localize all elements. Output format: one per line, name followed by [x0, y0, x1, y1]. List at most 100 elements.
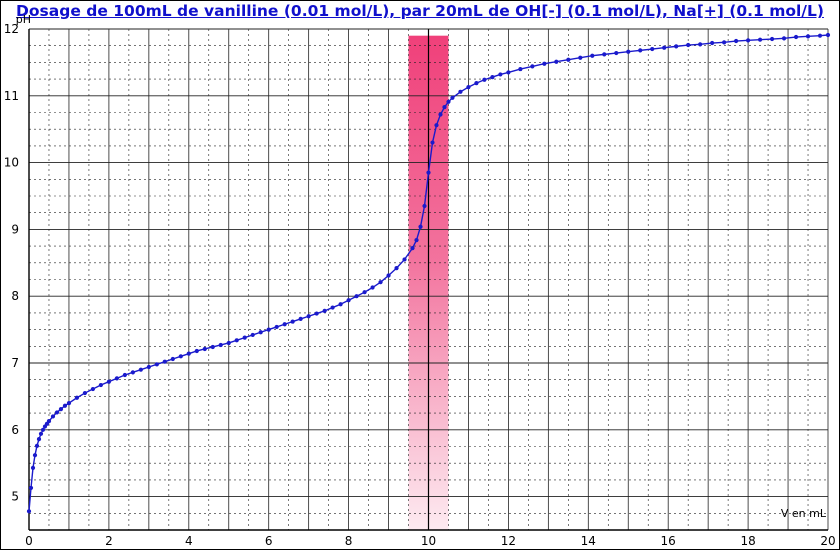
data-point [62, 403, 68, 408]
data-point [722, 40, 727, 45]
data-point [686, 42, 691, 48]
data-point [458, 89, 463, 94]
data-point [542, 61, 547, 66]
data-point [98, 382, 104, 388]
data-point [410, 246, 415, 251]
data-point [825, 32, 831, 38]
data-point [710, 40, 715, 46]
y-axis-label: pH [16, 13, 31, 26]
data-point [138, 367, 143, 372]
data-point [106, 379, 111, 384]
x-tick-label: 0 [25, 534, 33, 548]
data-point [250, 332, 255, 338]
x-tick-label: 6 [265, 534, 273, 548]
data-point [242, 335, 247, 340]
data-point [226, 340, 231, 346]
y-tick-label: 8 [11, 289, 19, 303]
data-point [769, 36, 775, 42]
data-point [566, 57, 571, 62]
x-tick-label: 12 [501, 534, 516, 548]
data-point [346, 298, 351, 303]
data-point [518, 66, 523, 72]
data-point [394, 266, 399, 271]
x-tick-label: 10 [421, 534, 436, 548]
data-point [446, 99, 451, 104]
x-tick-label: 16 [661, 534, 676, 548]
data-point [178, 354, 183, 359]
data-point [162, 359, 167, 364]
data-point [30, 465, 36, 470]
data-point [418, 224, 423, 229]
data-point [805, 34, 811, 39]
data-point [38, 431, 44, 436]
y-tick-label: 10 [4, 156, 19, 170]
data-point [506, 70, 511, 75]
y-tick-label: 6 [11, 423, 19, 437]
data-point [817, 33, 823, 38]
data-point [146, 364, 151, 370]
data-point [54, 410, 60, 415]
data-point [554, 59, 559, 64]
data-point [438, 112, 443, 117]
data-point [434, 123, 439, 128]
data-point [370, 285, 375, 290]
y-tick-label: 12 [4, 22, 19, 36]
data-point [650, 46, 655, 52]
y-tick-label: 11 [4, 89, 19, 103]
data-point [66, 400, 72, 406]
data-point [28, 485, 34, 491]
data-point [426, 170, 431, 175]
data-point [530, 64, 535, 69]
data-point [450, 95, 455, 100]
data-point [50, 414, 56, 419]
x-axis-label: V en mL [781, 507, 827, 520]
data-point [378, 280, 383, 285]
data-point [330, 305, 335, 310]
data-point [638, 48, 643, 53]
data-point [90, 386, 96, 392]
data-point [114, 376, 119, 381]
data-point [402, 257, 407, 262]
data-point [82, 390, 88, 396]
data-point [757, 37, 763, 42]
data-point [674, 44, 679, 49]
data-point [274, 324, 279, 330]
data-point [466, 85, 471, 90]
data-point [614, 50, 619, 56]
data-point [186, 351, 191, 356]
data-point [26, 509, 32, 514]
data-point [170, 356, 175, 362]
data-point [194, 348, 199, 354]
data-point [306, 314, 311, 319]
data-point [578, 55, 583, 60]
data-point [354, 294, 359, 299]
x-tick-label: 8 [345, 534, 353, 548]
data-point [32, 453, 38, 458]
data-point [258, 330, 263, 335]
data-point [34, 443, 40, 448]
data-point [210, 344, 215, 350]
data-point [338, 302, 343, 307]
data-point [36, 437, 42, 442]
y-tick-label: 9 [11, 222, 19, 236]
data-point [122, 372, 127, 378]
data-point [130, 370, 135, 375]
data-point [282, 322, 287, 327]
data-point [442, 105, 447, 110]
data-point [154, 362, 159, 367]
x-tick-label: 20 [820, 534, 835, 548]
data-point [290, 319, 295, 324]
x-tick-label: 2 [105, 534, 113, 548]
data-point [602, 52, 607, 57]
data-point [482, 77, 487, 82]
chart-title: Dosage de 100mL de vanilline (0.01 mol/L… [16, 2, 824, 20]
data-point [781, 36, 787, 41]
y-tick-label: 7 [11, 356, 19, 370]
data-point [46, 419, 52, 424]
data-point [314, 311, 319, 316]
x-tick-label: 18 [740, 534, 755, 548]
data-point [74, 395, 80, 400]
data-point [266, 327, 271, 332]
data-point [322, 308, 327, 313]
